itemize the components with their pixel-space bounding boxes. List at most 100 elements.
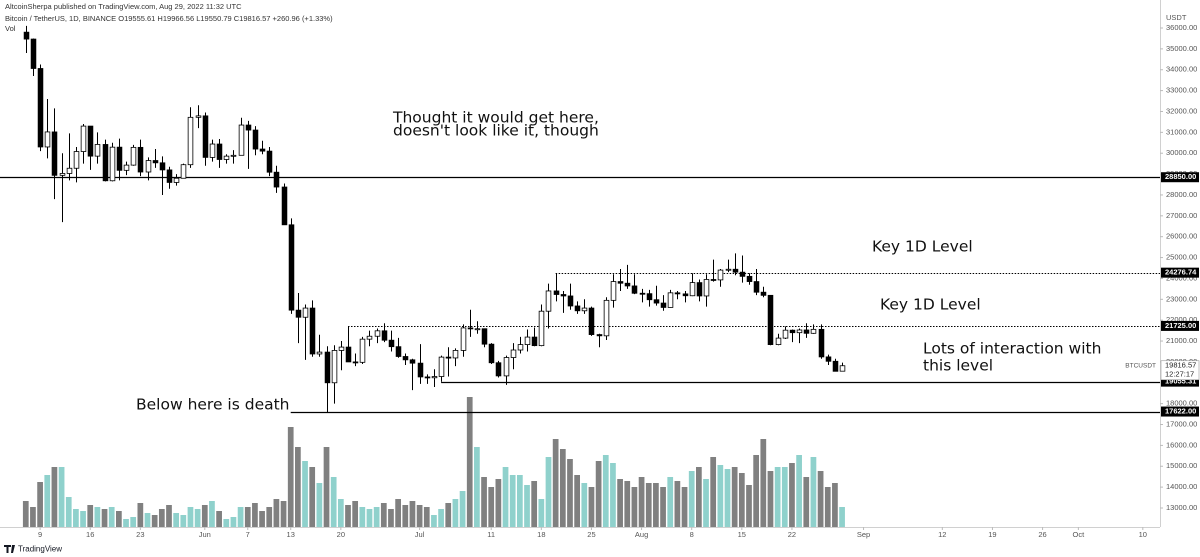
candle-body [782,329,789,339]
volume-bar [295,447,301,527]
volume-bar [201,505,208,527]
level-label: 17622.00 [1165,407,1196,416]
candle-body [180,164,187,179]
y-tick-label: 26000.00 [1166,232,1197,241]
candle-body [452,350,459,359]
level-label-box [1161,320,1199,331]
volume-bar [73,509,79,527]
volume-bar [832,483,838,527]
volume-bar [65,497,72,527]
candle-body [839,365,846,372]
candle-body [660,302,667,308]
candle-body [495,362,502,377]
volume-bar [839,507,845,527]
volume-bar [803,477,810,527]
candle-body [732,268,739,273]
candle-body [488,343,495,364]
volume-bar [674,481,681,527]
volume-bar [610,463,616,527]
candle-body [596,334,603,337]
candle-body [137,146,144,173]
y-tick-label: 35000.00 [1166,44,1197,53]
candle-body [316,351,323,355]
candle-body [460,327,467,351]
volume-bar [273,499,280,527]
candle-body [531,336,538,347]
candle-body [359,338,366,363]
candle-body [366,335,373,340]
volume-bar [710,457,717,527]
candle-body [524,336,531,345]
volume-bar [617,479,623,527]
candle-body [653,299,660,304]
candle-body [617,281,624,284]
volume-bar [101,509,108,527]
price-label-box [1160,360,1200,381]
level-label-box [1161,406,1199,417]
volume-bar [703,479,709,527]
y-tick-label: 17000.00 [1166,420,1197,429]
candle-body [538,310,545,347]
candle-body [753,281,760,293]
candle-body [352,361,359,364]
volume-bar [180,515,187,527]
candle-body [517,344,524,351]
candle-body [474,328,481,331]
volume-bar [767,471,774,527]
volume-bar [144,513,151,527]
candle-body [331,350,338,384]
volume-bar [824,487,831,527]
volume-bar [330,477,337,527]
level-label: 24276.74 [1165,268,1197,277]
y-tick-label: 24000.00 [1166,273,1197,282]
level-label: 19055.31 [1165,377,1196,386]
y-tick-label: 34000.00 [1166,65,1197,74]
candle-body [388,339,395,348]
candle-body [230,154,237,157]
y-tick-label: 22000.00 [1166,315,1197,324]
x-tick-label: 20 [337,530,345,539]
candle-body [789,329,796,334]
level-label-box [1161,172,1199,183]
volume-bar [567,459,573,527]
volume-bar [638,477,645,527]
candle-body [560,294,567,297]
candle-body [818,328,825,358]
annotation: this level [923,357,993,375]
volume-bar [337,499,344,527]
volume-bar [123,519,129,527]
candle-body [775,337,782,345]
candle-body [302,307,309,318]
volume-bar [266,507,273,527]
volume-bar [452,499,459,527]
volume-bar [667,477,674,527]
volume-bar [660,487,666,527]
volume-label: Vol [5,24,16,33]
x-tick-label: 25 [587,530,595,539]
volume-bar [760,439,767,527]
plot-area [0,25,1160,527]
volume-bar [438,509,444,527]
volume-bar [287,427,294,527]
candle-body [338,346,345,351]
volume-bar [810,457,817,527]
volume-bar [237,507,244,527]
volume-bar [373,507,380,527]
volume-bar [731,467,738,527]
volume-bar [51,467,58,527]
volume-bar [602,455,609,527]
currency-label: USDT [1166,13,1187,22]
candle-body [689,282,696,297]
volume-bar [717,465,724,527]
candle-body [424,376,431,379]
candle-body [166,169,173,183]
volume-bar [166,505,172,527]
candle-body [273,171,280,188]
candle-body [796,329,803,334]
volume-bar [738,473,745,527]
candle-body [631,285,638,294]
x-tick-label: Oct [1073,530,1086,539]
volume-bar [323,447,330,527]
x-tick-label: 23 [136,530,144,539]
volume-bar [624,481,631,527]
